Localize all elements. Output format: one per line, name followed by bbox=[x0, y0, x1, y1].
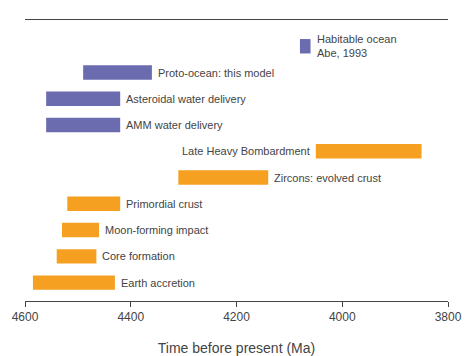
svg-text:AMM water delivery: AMM water delivery bbox=[126, 119, 223, 131]
svg-text:Habitable oceanAbe, 1993: Habitable oceanAbe, 1993 bbox=[317, 33, 397, 59]
svg-text:4200: 4200 bbox=[223, 310, 250, 324]
svg-text:4400: 4400 bbox=[117, 310, 144, 324]
svg-text:Primordial crust: Primordial crust bbox=[126, 198, 202, 210]
svg-text:Earth accretion: Earth accretion bbox=[121, 277, 195, 289]
svg-text:Time before present (Ma): Time before present (Ma) bbox=[158, 340, 315, 356]
svg-text:Core formation: Core formation bbox=[102, 250, 175, 262]
svg-text:Moon-forming impact: Moon-forming impact bbox=[105, 224, 208, 236]
svg-text:3800: 3800 bbox=[435, 310, 462, 324]
svg-text:4600: 4600 bbox=[12, 310, 39, 324]
svg-text:Proto-ocean: this model: Proto-ocean: this model bbox=[158, 67, 274, 79]
svg-text:Asteroidal water delivery: Asteroidal water delivery bbox=[126, 93, 246, 105]
svg-text:Late Heavy Bombardment: Late Heavy Bombardment bbox=[182, 145, 310, 157]
svg-text:4000: 4000 bbox=[329, 310, 356, 324]
svg-text:Zircons: evolved crust: Zircons: evolved crust bbox=[274, 172, 381, 184]
